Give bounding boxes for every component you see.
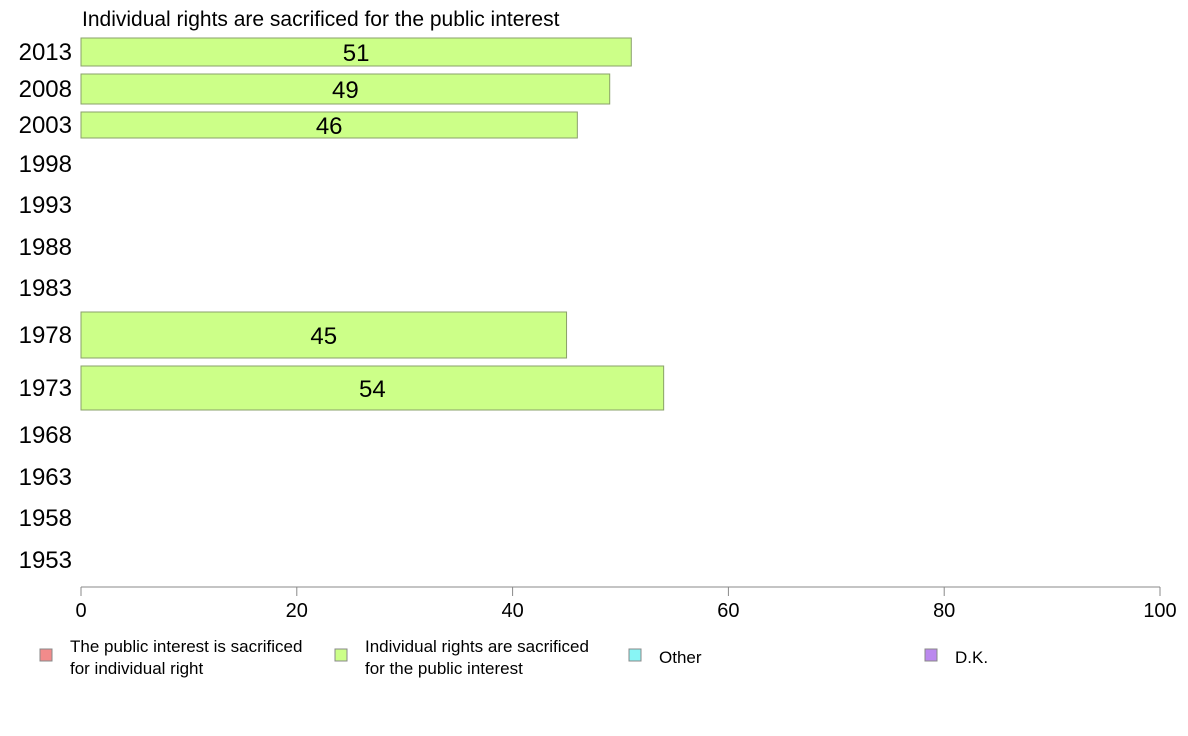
year-label-1953: 1953 — [19, 547, 72, 574]
x-tick-label-40: 40 — [501, 600, 523, 622]
legend-label-line-1: Individual rights are sacrificed — [365, 637, 589, 656]
year-label-1963: 1963 — [19, 464, 72, 491]
x-tick-label-80: 80 — [933, 600, 955, 622]
bar-2008 — [80, 73, 611, 105]
legend-swatch — [39, 648, 53, 662]
year-label-2013: 2013 — [19, 39, 72, 66]
legend-label: Other — [659, 648, 702, 667]
bar-value-label-1978: 45 — [310, 323, 337, 350]
legend-swatch — [924, 648, 938, 662]
legend-label: D.K. — [955, 648, 988, 667]
legend-entry-4: D.K. — [924, 648, 988, 667]
x-tick-label-100: 100 — [1143, 600, 1176, 622]
legend-entry-3: Other — [628, 648, 702, 667]
bars: 51 49 46 45 54 — [80, 37, 665, 411]
year-label-1968: 1968 — [19, 422, 72, 449]
bar-2003 — [80, 111, 578, 139]
year-label-2008: 2008 — [19, 76, 72, 103]
legend-label-line-1: The public interest is sacrificed — [70, 637, 302, 656]
legend-label-line-2: for the public interest — [365, 659, 523, 678]
year-labels: 2013 2008 2003 1998 1993 1988 1983 1978 1973 1968… — [19, 39, 72, 574]
year-label-1998: 1998 — [19, 151, 72, 178]
legend-swatch — [628, 648, 642, 662]
year-label-1988: 1988 — [19, 234, 72, 261]
bar-value-label-2013: 51 — [343, 40, 370, 67]
x-axis: 0 20 40 60 80 100 — [75, 586, 1177, 622]
year-label-1993: 1993 — [19, 192, 72, 219]
year-label-2003: 2003 — [19, 112, 72, 139]
year-label-1973: 1973 — [19, 375, 72, 402]
legend-swatch — [334, 648, 348, 662]
legend-entry-1: The public interest is sacrificed for ind… — [39, 637, 302, 678]
legend-entry-2: Individual rights are sacrificed for the … — [334, 637, 589, 678]
year-label-1958: 1958 — [19, 505, 72, 532]
year-label-1978: 1978 — [19, 322, 72, 349]
x-tick-label-0: 0 — [75, 600, 86, 622]
x-tick-label-20: 20 — [286, 600, 308, 622]
legend-label-line-2: for individual right — [70, 659, 204, 678]
legend: The public interest is sacrificed for ind… — [39, 637, 988, 678]
bar-value-label-1973: 54 — [359, 376, 386, 403]
bar-2013 — [80, 37, 632, 67]
x-tick-label-60: 60 — [717, 600, 739, 622]
chart-title: Individual rights are sacrificed for the… — [82, 8, 560, 31]
bar-value-label-2008: 49 — [332, 77, 359, 104]
bar-1978 — [80, 311, 568, 359]
bar-value-label-2003: 46 — [316, 113, 343, 140]
bar-1973 — [80, 365, 665, 411]
year-label-1983: 1983 — [19, 275, 72, 302]
